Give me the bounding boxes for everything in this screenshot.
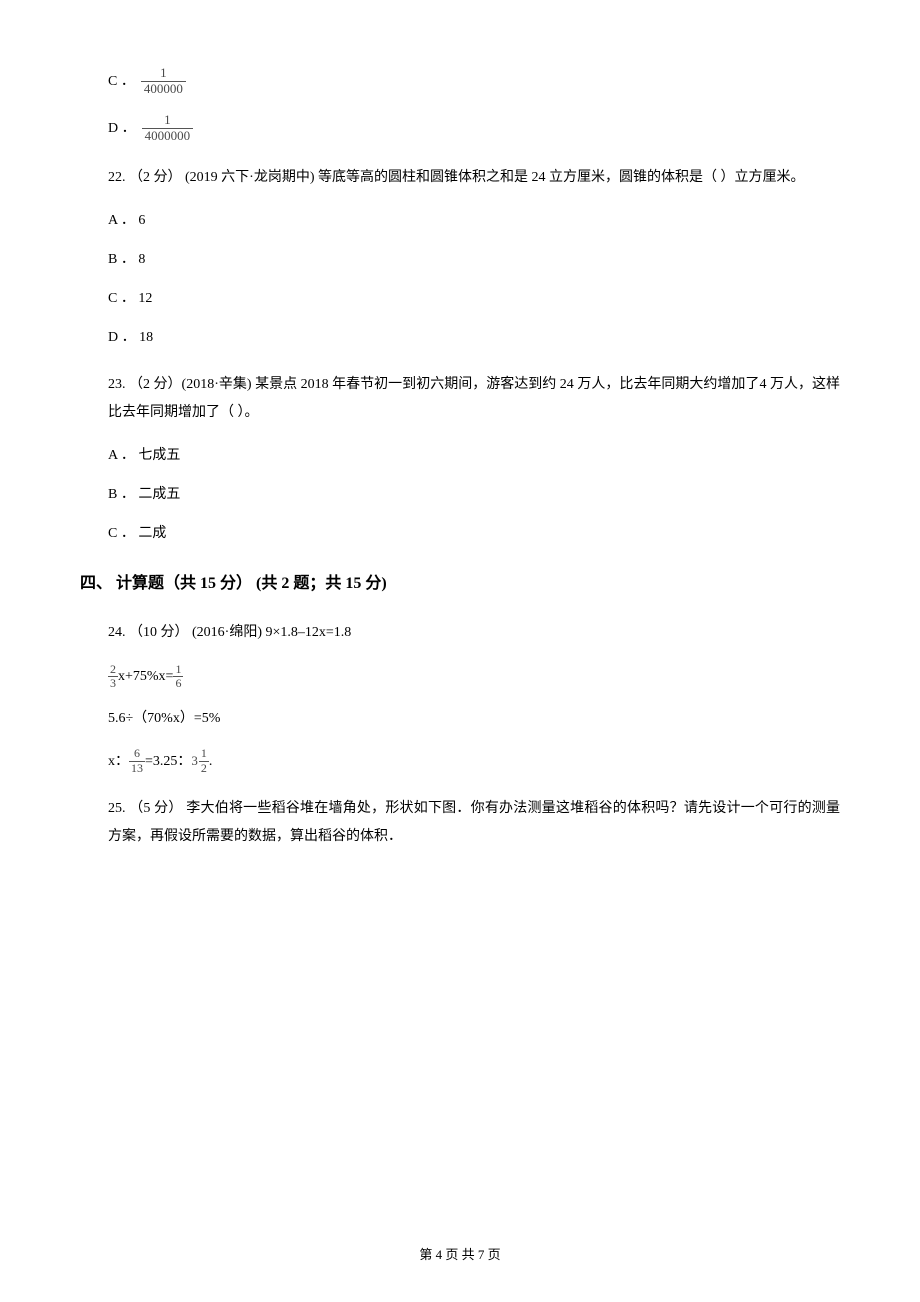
q24-line3: 5.6÷（70%x）=5%: [108, 706, 840, 731]
q22-a-val: 6: [138, 213, 145, 228]
q24-l4-mixed: 3 1 2: [191, 747, 209, 774]
q22-text: 22. （2 分） (2019 六下·龙岗期中) 等底等高的圆柱和圆锥体积之和是…: [108, 164, 840, 192]
q24-l4-post: .: [209, 749, 213, 774]
page-footer: 第 4 页 共 7 页: [0, 1243, 920, 1266]
q23-b-val: 二成五: [138, 487, 180, 502]
q24-intro: 24. （10 分） (2016·绵阳) 9×1.8–12x=1.8: [108, 619, 840, 647]
q23-b-label: B ．: [108, 487, 135, 502]
option-label-c: C ．: [108, 69, 135, 94]
q23-a-label: A ．: [108, 448, 135, 463]
q24-l2-frac2: 1 6: [173, 663, 183, 690]
q24-l2-f1d: 3: [108, 676, 118, 690]
q22-c-label: C ．: [108, 291, 135, 306]
q24-l2-f1n: 2: [108, 663, 118, 676]
q24-l2-frac1: 2 3: [108, 663, 118, 690]
q24-line2: 2 3 x+75%x= 1 6: [108, 663, 840, 690]
q21-option-c: C ． 1 400000: [108, 66, 840, 97]
q22-option-a: A ． 6: [108, 208, 840, 233]
q22-d-val: 18: [139, 330, 153, 345]
q22-a-label: A ．: [108, 213, 135, 228]
q23-text: 23. （2 分）(2018·辛集) 某景点 2018 年春节初一到初六期间，游…: [108, 371, 840, 427]
q22-option-d: D ． 18: [108, 325, 840, 350]
q24-l2-f2n: 1: [173, 663, 183, 676]
fraction-d-num: 1: [161, 113, 174, 128]
q25-text: 25. （5 分） 李大伯将一些稻谷堆在墙角处，形状如下图．你有办法测量这堆稻谷…: [108, 795, 840, 851]
q24-l4-mid: =3.25：: [145, 749, 191, 774]
q24-l4-f2n: 1: [199, 747, 209, 760]
section4-title: 四、 计算题（共 15 分） (共 2 题；共 15 分): [80, 570, 840, 599]
q24-l4-pre: x：: [108, 749, 129, 774]
q24-l2-mid: x+75%x=: [118, 664, 173, 689]
q22-option-b: B ． 8: [108, 247, 840, 272]
q22-option-c: C ． 12: [108, 286, 840, 311]
fraction-c-den: 400000: [141, 81, 186, 97]
fraction-c-num: 1: [157, 66, 170, 81]
q24-l4-f1n: 6: [132, 747, 142, 760]
q24-l4-f1d: 13: [129, 761, 145, 775]
q24-l4-frac1: 6 13: [129, 747, 145, 774]
q23-c-label: C ．: [108, 526, 135, 541]
q22-b-val: 8: [138, 252, 145, 267]
q23-option-a: A ． 七成五: [108, 443, 840, 468]
q23-option-b: B ． 二成五: [108, 482, 840, 507]
q21-option-d: D ． 1 4000000: [108, 113, 840, 144]
q24-l4-frac2: 1 2: [199, 747, 209, 774]
fraction-d: 1 4000000: [142, 113, 194, 144]
q22-c-val: 12: [138, 291, 152, 306]
option-label-d: D ．: [108, 116, 136, 141]
fraction-d-den: 4000000: [142, 128, 194, 144]
q24-line4: x： 6 13 =3.25： 3 1 2 .: [108, 747, 840, 774]
q23-option-c: C ． 二成: [108, 521, 840, 546]
q23-a-val: 七成五: [138, 448, 180, 463]
q24-l4-f2d: 2: [199, 761, 209, 775]
q22-b-label: B ．: [108, 252, 135, 267]
q23-c-val: 二成: [138, 526, 166, 541]
q24-l4-whole: 3: [191, 749, 198, 772]
q22-d-label: D ．: [108, 330, 136, 345]
fraction-c: 1 400000: [141, 66, 186, 97]
q24-l2-f2d: 6: [173, 676, 183, 690]
